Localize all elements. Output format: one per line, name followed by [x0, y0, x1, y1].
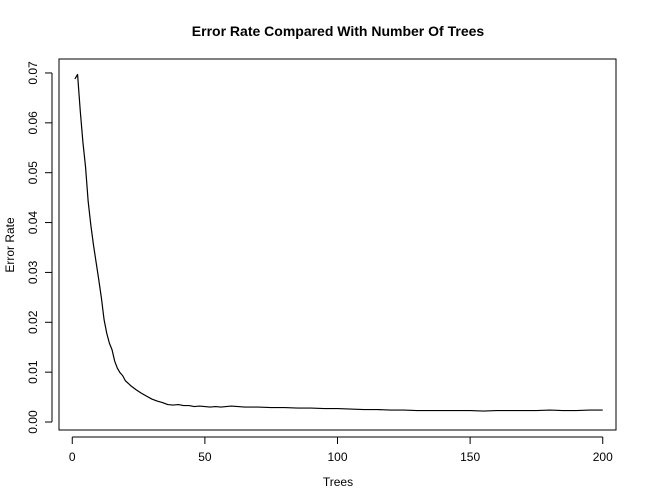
y-tick-label: 0.03	[26, 260, 40, 284]
x-axis-label: Trees	[323, 475, 353, 489]
x-tick-label: 50	[198, 450, 212, 464]
y-tick-label: 0.06	[26, 111, 40, 135]
series-layer	[74, 73, 603, 412]
y-axis: 0.00 0.01 0.02 0.03 0.04 0.05 0.06 0.07	[26, 61, 53, 434]
error-rate-line	[74, 73, 603, 412]
x-axis: 0 50 100 150 200	[69, 436, 613, 464]
y-axis-label: Error Rate	[3, 217, 17, 273]
chart-title: Error Rate Compared With Number Of Trees	[192, 23, 485, 39]
x-tick-label: 150	[460, 450, 480, 464]
plot-frame	[58, 58, 617, 431]
y-tick-label: 0.05	[26, 161, 40, 185]
y-tick-label: 0.02	[26, 310, 40, 334]
x-tick-label: 100	[327, 450, 347, 464]
y-tick-label: 0.07	[26, 61, 40, 85]
y-tick-label: 0.00	[26, 410, 40, 434]
x-tick-label: 200	[593, 450, 613, 464]
y-tick-label: 0.04	[26, 211, 40, 235]
y-tick-label: 0.01	[26, 360, 40, 384]
x-tick-label: 0	[69, 450, 76, 464]
